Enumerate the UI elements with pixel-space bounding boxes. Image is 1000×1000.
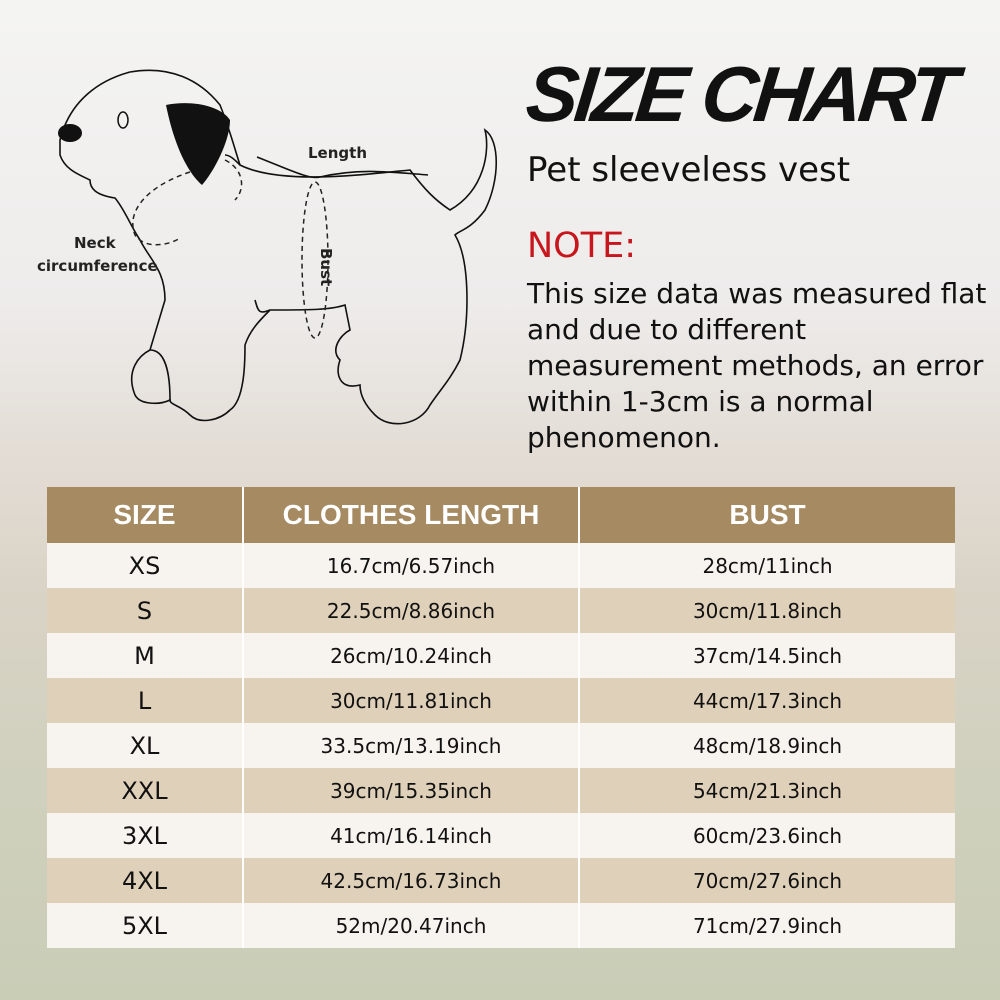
size-cell: XL	[47, 723, 244, 768]
bust-measure-line	[301, 181, 329, 339]
bust-cell: 48cm/18.9inch	[579, 723, 955, 768]
neck-label-line2: circumference	[37, 257, 158, 275]
size-cell: L	[47, 678, 244, 723]
header-clothes-length: CLOTHES LENGTH	[243, 487, 580, 543]
table-row: L 30cm/11.81inch 44cm/17.3inch	[47, 678, 955, 723]
clothes-length-cell: 42.5cm/16.73inch	[243, 858, 580, 903]
table-row: 4XL 42.5cm/16.73inch 70cm/27.6inch	[47, 858, 955, 903]
size-cell: M	[47, 633, 244, 678]
header-size: SIZE	[47, 487, 244, 543]
clothes-length-cell: 16.7cm/6.57inch	[243, 543, 580, 588]
dog-outline	[59, 69, 498, 425]
size-cell: S	[47, 588, 244, 633]
bust-cell: 37cm/14.5inch	[579, 633, 955, 678]
clothes-length-cell: 33.5cm/13.19inch	[243, 723, 580, 768]
table-row: XXL 39cm/15.35inch 54cm/21.3inch	[47, 768, 955, 813]
dog-nose	[58, 124, 82, 142]
table-row: S 22.5cm/8.86inch 30cm/11.8inch	[47, 588, 955, 633]
size-cell: 3XL	[47, 813, 244, 858]
size-cell: 4XL	[47, 858, 244, 903]
clothes-length-cell: 26cm/10.24inch	[243, 633, 580, 678]
bust-label: Bust	[317, 248, 335, 286]
size-cell: XS	[47, 543, 244, 588]
bust-cell: 60cm/23.6inch	[579, 813, 955, 858]
clothes-length-cell: 41cm/16.14inch	[243, 813, 580, 858]
size-table: SIZE CLOTHES LENGTH BUST XS 16.7cm/6.57in…	[47, 487, 955, 948]
header-bust: BUST	[579, 487, 955, 543]
neck-label-line1: Neck	[74, 234, 117, 252]
dog-eye	[117, 111, 129, 129]
product-subtitle: Pet sleeveless vest	[527, 150, 851, 190]
size-cell: XXL	[47, 768, 244, 813]
table-row: 5XL 52m/20.47inch 71cm/27.9inch	[47, 903, 955, 948]
table-row: M 26cm/10.24inch 37cm/14.5inch	[47, 633, 955, 678]
bust-cell: 44cm/17.3inch	[579, 678, 955, 723]
clothes-length-cell: 22.5cm/8.86inch	[243, 588, 580, 633]
size-cell: 5XL	[47, 903, 244, 948]
page-title: SIZE CHART	[522, 50, 959, 138]
note-text: This size data was measured flat and due…	[527, 277, 987, 454]
bust-cell: 71cm/27.9inch	[579, 903, 955, 948]
clothes-length-cell: 52m/20.47inch	[243, 903, 580, 948]
length-label: Length	[308, 144, 367, 162]
dog-ear	[166, 103, 230, 185]
note-label: NOTE:	[527, 226, 637, 266]
table-row: 3XL 41cm/16.14inch 60cm/23.6inch	[47, 813, 955, 858]
bust-cell: 54cm/21.3inch	[579, 768, 955, 813]
bust-cell: 28cm/11inch	[579, 543, 955, 588]
table-row: XS 16.7cm/6.57inch 28cm/11inch	[47, 543, 955, 588]
clothes-length-cell: 30cm/11.81inch	[243, 678, 580, 723]
clothes-length-cell: 39cm/15.35inch	[243, 768, 580, 813]
bust-cell: 30cm/11.8inch	[579, 588, 955, 633]
bust-cell: 70cm/27.6inch	[579, 858, 955, 903]
length-measure-line	[256, 156, 429, 179]
neck-measure-line	[132, 171, 191, 246]
table-row: XL 33.5cm/13.19inch 48cm/18.9inch	[47, 723, 955, 768]
table-header-row: SIZE CLOTHES LENGTH BUST	[47, 487, 955, 543]
dog-measurement-diagram: Length Bust Neck circumference	[37, 69, 498, 425]
